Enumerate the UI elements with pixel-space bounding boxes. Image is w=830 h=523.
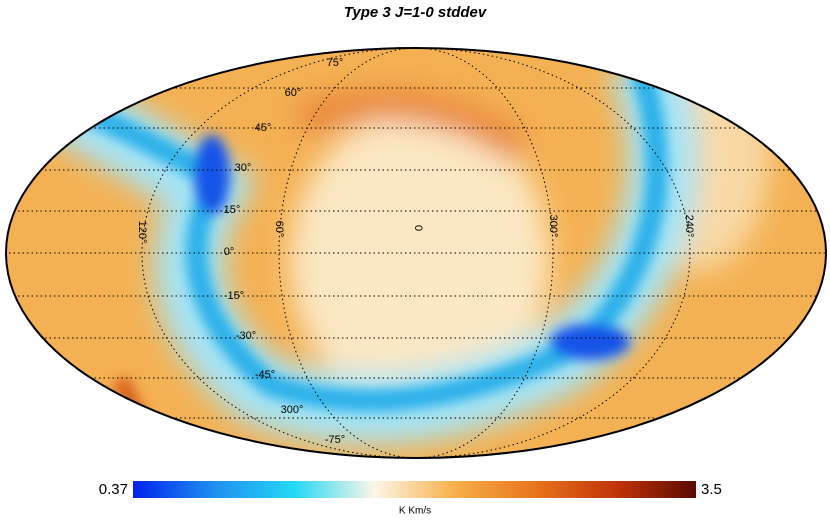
latitude-label: 60° xyxy=(285,87,302,99)
longitude-label: 120° xyxy=(136,221,148,244)
latitude-label: 30° xyxy=(235,162,252,174)
latitude-label: 45° xyxy=(255,122,272,134)
colorbar-unit: K Km/s xyxy=(399,506,431,517)
map-outline xyxy=(5,47,827,459)
colorbar xyxy=(133,481,696,498)
map-title: Type 3 J=1-0 stddev xyxy=(344,4,488,21)
latitude-label: -15° xyxy=(224,290,244,302)
colorbar-min: 0.37 xyxy=(99,481,128,498)
sky-map xyxy=(6,48,826,458)
latitude-label: 15° xyxy=(224,204,241,216)
latitude-label: -30° xyxy=(236,330,256,342)
longitude-label: 300° xyxy=(547,215,559,238)
latitude-label: 75° xyxy=(327,57,344,69)
latitude-label: -45° xyxy=(255,369,275,381)
longitude-label: 60° xyxy=(273,221,285,238)
latitude-label: -75° xyxy=(325,434,345,446)
colorbar-max: 3.5 xyxy=(701,481,722,498)
graticule-labels: 75° 60° 45° 30° 15° 0° -15° -30° -45° 300° -75° 120… xyxy=(136,57,695,446)
latitude-label: 300° xyxy=(281,404,304,416)
longitude-label: 240° xyxy=(683,215,695,238)
latitude-label: 0° xyxy=(224,246,235,258)
longitude-label: 0 xyxy=(412,225,424,231)
graticule xyxy=(6,48,826,458)
